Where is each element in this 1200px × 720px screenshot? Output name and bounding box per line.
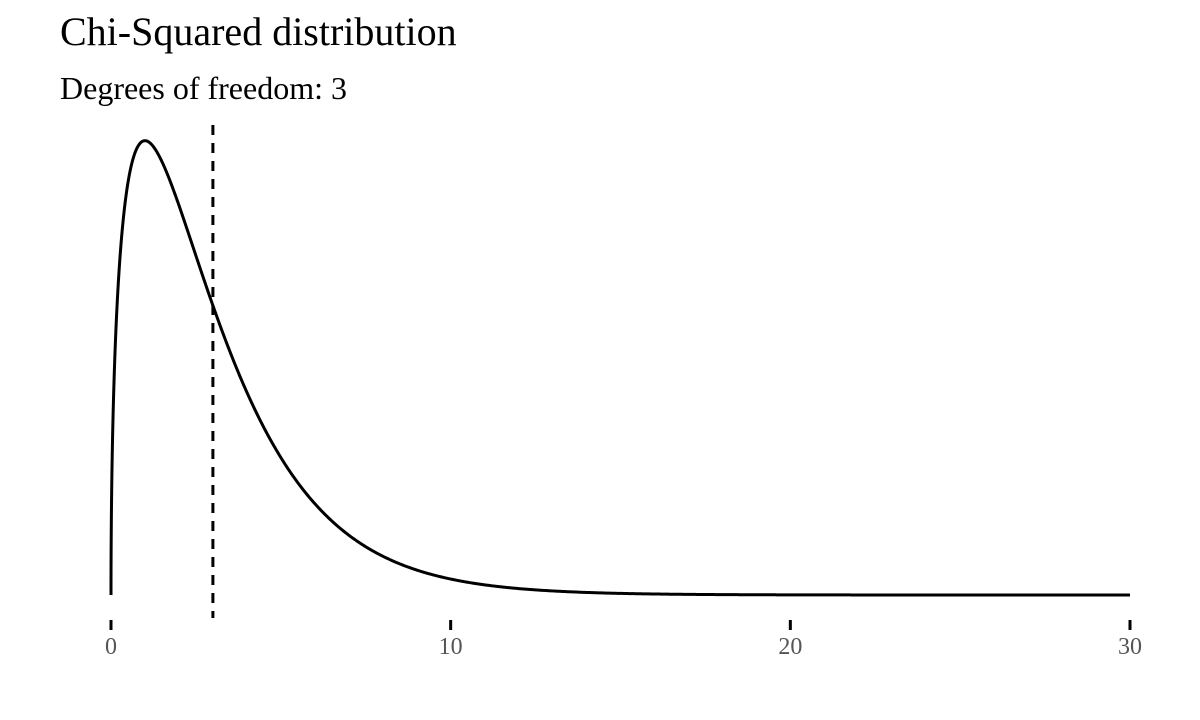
x-tick-label-10: 10 — [439, 634, 463, 660]
x-tick-label-0: 0 — [105, 634, 117, 660]
chart-subtitle: Degrees of freedom: 3 — [60, 70, 347, 106]
x-axis-tick-labels: 0 10 20 30 — [105, 634, 1142, 660]
x-axis-ticks — [109, 620, 1132, 630]
chart-title: Chi-Squared distribution — [60, 9, 457, 54]
x-tick-label-20: 20 — [778, 634, 802, 660]
x-tick-label-30: 30 — [1118, 634, 1142, 660]
density-curve — [109, 139, 1130, 597]
